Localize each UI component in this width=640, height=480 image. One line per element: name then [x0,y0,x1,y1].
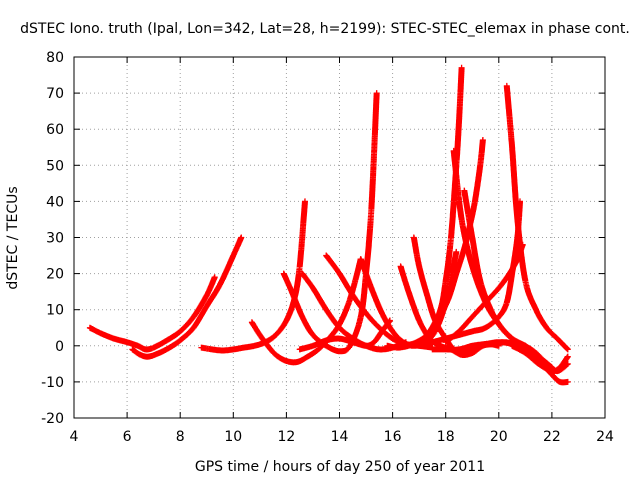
x-tick-label: 10 [224,429,242,445]
x-axis-label: GPS time / hours of day 250 of year 2011 [195,459,485,475]
x-tick-label: 4 [70,429,79,445]
y-tick-label: -10 [41,375,64,391]
series-arc18 [503,82,571,353]
y-tick-label: 70 [46,86,64,102]
y-tick-label: 10 [46,303,64,319]
series-markers [296,317,393,353]
y-tick-label: -20 [41,411,64,427]
series-arc9 [296,317,393,353]
y-tick-label: 20 [46,267,64,283]
x-tick-label: 6 [123,429,132,445]
y-tick-label: 50 [46,158,64,174]
chart-title: dSTEC Iono. truth (Ipal, Lon=342, Lat=28… [20,21,630,37]
series-arc2 [129,234,245,360]
y-tick-label: 80 [46,50,64,66]
y-axis-label: dSTEC / TECUs [5,186,21,289]
x-tick-label: 12 [277,429,295,445]
data-series [86,64,571,386]
x-tick-label: 16 [384,429,402,445]
x-tick-label: 22 [543,429,561,445]
y-tick-label: 60 [46,122,64,138]
series-markers [503,82,571,353]
series-arc1 [86,274,218,353]
y-tick-label: 40 [46,194,64,210]
x-tick-label: 8 [176,429,185,445]
series-markers [86,274,218,353]
y-tick-label: 30 [46,231,64,247]
axis-ticks: 4 6 8 10 12 14 16 18 20 22 24 -20 -10 0 10 20 30 40 50 60 70… [41,50,614,445]
x-tick-label: 18 [437,429,455,445]
grid-lines [74,57,605,418]
y-tick-label: 0 [55,339,64,355]
x-tick-label: 14 [331,429,349,445]
x-tick-label: 24 [596,429,614,445]
series-arc20 [429,339,555,371]
x-tick-label: 20 [490,429,508,445]
series-markers [129,234,245,360]
series-markers [429,339,555,371]
